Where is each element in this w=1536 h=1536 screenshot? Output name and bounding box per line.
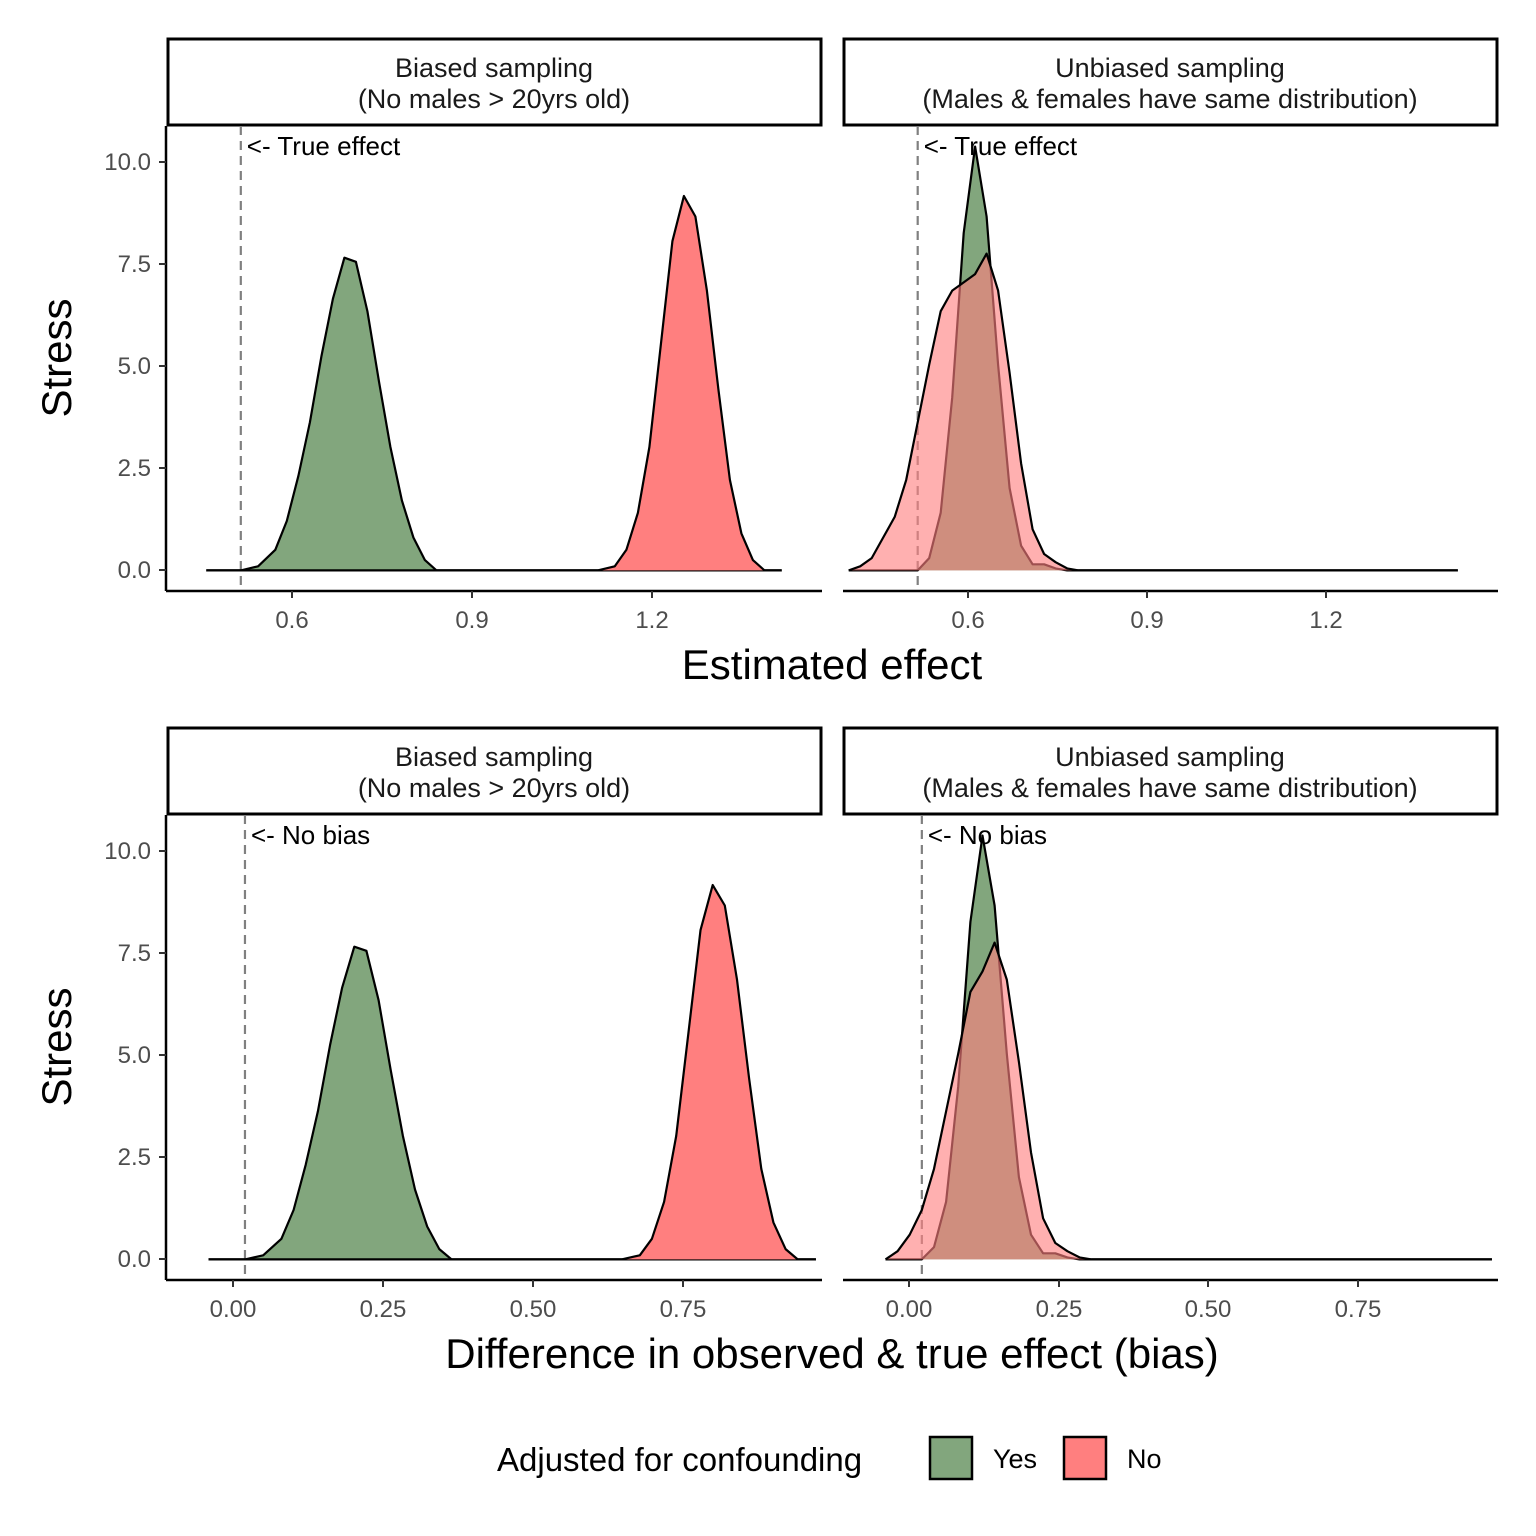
y-axis-title-top: Stress [33, 298, 80, 417]
strip-top-right-line1: Unbiased sampling [1055, 53, 1285, 83]
y-tick-label: 0.0 [118, 557, 151, 584]
plot-area-top-left: <- True effect [206, 126, 782, 591]
y-tick-label: 10.0 [104, 149, 151, 176]
y-tick-label: 10.0 [104, 838, 151, 865]
plot-area-top-right: <- True effect [848, 126, 1458, 591]
x-tick-label: 0.75 [660, 1296, 707, 1323]
x-axis-ticks-top-left: 0.6 0.9 1.2 [275, 591, 669, 634]
reference-line-label: <- True effect [924, 131, 1078, 161]
legend-key-yes [928, 1435, 974, 1481]
x-tick-label: 0.75 [1335, 1296, 1382, 1323]
plot-area-bottom-left: <- No bias [208, 815, 816, 1280]
legend-label-yes: Yes [993, 1444, 1037, 1474]
density-yes-area [206, 257, 782, 571]
y-tick-label: 0.0 [118, 1246, 151, 1273]
y-tick-label: 7.5 [118, 940, 151, 967]
x-axis-ticks-bottom-right: 0.00 0.25 0.50 0.75 [886, 1280, 1382, 1323]
legend: Adjusted for confounding Yes No [497, 1435, 1162, 1481]
reference-line-label: <- True effect [247, 131, 401, 161]
y-tick-label: 7.5 [118, 251, 151, 278]
plot-area-bottom-right: <- No bias [884, 815, 1492, 1280]
strip-bottom-left-line1: Biased sampling [395, 742, 593, 772]
y-tick-label: 5.0 [118, 1042, 151, 1069]
x-axis-title-top: Estimated effect [682, 641, 983, 688]
x-tick-label: 1.2 [635, 607, 668, 634]
y-tick-label: 5.0 [118, 353, 151, 380]
x-tick-label: 0.25 [360, 1296, 407, 1323]
x-axis-ticks-bottom-left: 0.00 0.25 0.50 0.75 [210, 1280, 707, 1323]
x-tick-label: 0.00 [210, 1296, 257, 1323]
x-tick-label: 0.50 [1185, 1296, 1232, 1323]
x-tick-label: 0.9 [455, 607, 488, 634]
y-axis-title-bottom: Stress [33, 987, 80, 1106]
x-axis-ticks-top-right: 0.6 0.9 1.2 [951, 591, 1343, 634]
strip-top-right [842, 37, 1499, 127]
density-no-outline [848, 252, 1458, 572]
y-tick-label: 2.5 [118, 455, 151, 482]
density-yes-outline [208, 945, 816, 1261]
y-axis-ticks-bottom: 0.0 2.5 5.0 7.5 10.0 [104, 838, 166, 1273]
strip-top-left-line2: (No males > 20yrs old) [358, 84, 630, 114]
density-no-outline [206, 194, 782, 572]
strip-top-left-line1: Biased sampling [395, 53, 593, 83]
x-tick-label: 0.50 [510, 1296, 557, 1323]
y-axis-ticks-top: 0.0 2.5 5.0 7.5 10.0 [104, 149, 166, 584]
top-row: Biased sampling (No males > 20yrs old) U… [33, 37, 1499, 688]
legend-label-no: No [1127, 1444, 1162, 1474]
bottom-row: Biased sampling (No males > 20yrs old) U… [33, 726, 1499, 1377]
reference-line-label: <- No bias [928, 820, 1047, 850]
x-tick-label: 0.9 [1130, 607, 1163, 634]
x-axis-title-bottom: Difference in observed & true effect (bi… [445, 1330, 1219, 1377]
strip-top-left [166, 37, 823, 127]
legend-title: Adjusted for confounding [497, 1441, 862, 1478]
x-tick-label: 0.00 [886, 1296, 933, 1323]
x-tick-label: 0.6 [275, 607, 308, 634]
density-no-area [848, 253, 1458, 571]
strip-bottom-right [842, 726, 1499, 816]
x-tick-label: 0.25 [1036, 1296, 1083, 1323]
strip-bottom-left [166, 726, 823, 816]
strip-top-right-line2: (Males & females have same distribution) [922, 84, 1417, 114]
x-tick-label: 0.6 [951, 607, 984, 634]
density-yes-outline [206, 256, 782, 572]
strip-bottom-right-line2: (Males & females have same distribution) [922, 773, 1417, 803]
strip-bottom-right-line1: Unbiased sampling [1055, 742, 1285, 772]
y-tick-label: 2.5 [118, 1144, 151, 1171]
density-no-outline [208, 883, 816, 1261]
reference-line-label: <- No bias [251, 820, 370, 850]
strip-bottom-left-line2: (No males > 20yrs old) [358, 773, 630, 803]
density-yes-area [208, 946, 816, 1260]
density-no-area [885, 942, 1492, 1260]
density-no-area [208, 885, 816, 1260]
density-no-outline [884, 941, 1492, 1261]
density-no-area [206, 196, 782, 571]
x-tick-label: 1.2 [1309, 607, 1342, 634]
legend-key-no [1062, 1435, 1108, 1481]
